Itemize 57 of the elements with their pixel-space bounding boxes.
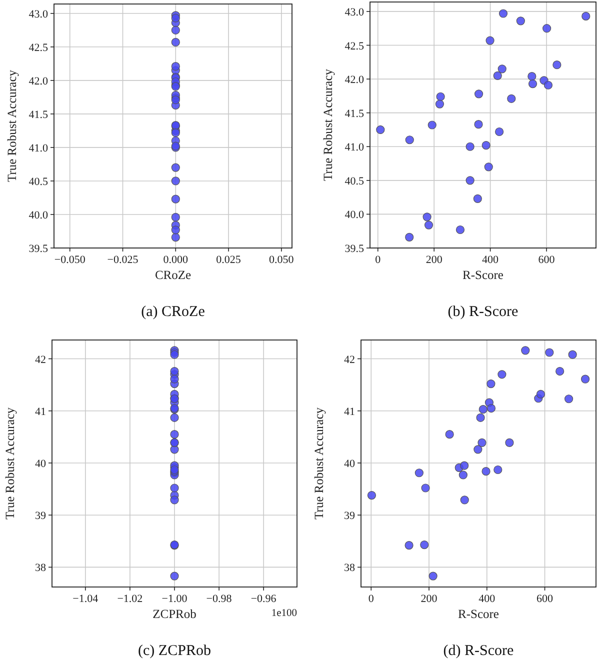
x-tick-label: −1.00 [162,593,188,605]
text: (c) ZCPRob [138,643,211,659]
y-tick-label: 42.0 [344,74,364,86]
y-axis-title: True Robust Accuracy [5,69,19,182]
y-axis-title: True Robust Accuracy [321,68,335,182]
x-tick-label: −1.04 [72,593,99,605]
y-tick-label: 39.5 [28,243,48,255]
x-tick-label: 200 [426,254,443,266]
x-tick-label: 0.050 [269,254,294,266]
y-axis-title: True Robust Accuracy [3,406,17,520]
y-tick-label: 42.0 [28,75,48,88]
y-tick-label: 42 [344,354,355,366]
x-tick-label: −0.96 [250,593,277,605]
y-tick-label: 41.0 [28,142,48,154]
x-axis-title: R-Score [462,268,504,282]
y-tick-label: 41.5 [344,108,364,120]
y-tick-label: 42.5 [344,40,364,52]
y-tick-label: 40.5 [28,176,48,188]
text: 1e100 [271,608,297,619]
x-tick-label: 400 [482,254,500,266]
y-tick-label: 42.5 [28,42,48,54]
y-tick-label: 39.5 [344,243,364,255]
y-tick-label: 41.0 [344,142,364,154]
y-tick-label: 41.5 [28,108,48,121]
x-tick-label: 0 [375,254,382,266]
y-tick-label: 41 [344,406,355,418]
y-tick-label: 42 [35,354,46,366]
x-tick-label: 0.000 [163,254,189,266]
y-tick-label: 40 [35,458,46,470]
y-tick-label: 40.0 [28,209,48,222]
x-axis-title: ZCPRob [152,607,196,621]
y-tick-label: 40.0 [344,209,364,222]
y-tick-label: 39 [344,510,356,522]
x-tick-label: 200 [420,593,438,605]
x-axis-title: CRoZe [154,268,192,282]
y-tick-label: 38 [344,562,356,574]
x-tick-label: −0.98 [206,593,232,605]
x-tick-label: 400 [478,593,496,605]
text: (b) R-Score [448,304,519,320]
x-tick-label: 0 [368,593,374,605]
y-tick-label: 40 [344,458,356,470]
y-tick-label: 39 [35,510,46,522]
x-axis-title: R-Score [458,607,500,621]
y-tick-label: 40.5 [344,175,364,188]
y-tick-label: 43.0 [28,8,48,20]
x-tick-label: −0.050 [54,254,86,266]
y-axis-title: True Robust Accuracy [312,406,326,520]
y-tick-label: 38 [35,562,46,574]
y-tick-label: 43.0 [344,6,364,18]
x-tick-label: 0.025 [216,254,242,266]
x-tick-label: −0.025 [107,254,139,266]
text: (a) CRoZe [141,304,206,320]
x-tick-label: −1.02 [117,593,143,605]
x-tick-label: 600 [538,254,556,266]
x-tick-label: 600 [536,593,554,605]
y-tick-label: 41 [35,406,46,418]
text: (d) R-Score [443,643,514,659]
